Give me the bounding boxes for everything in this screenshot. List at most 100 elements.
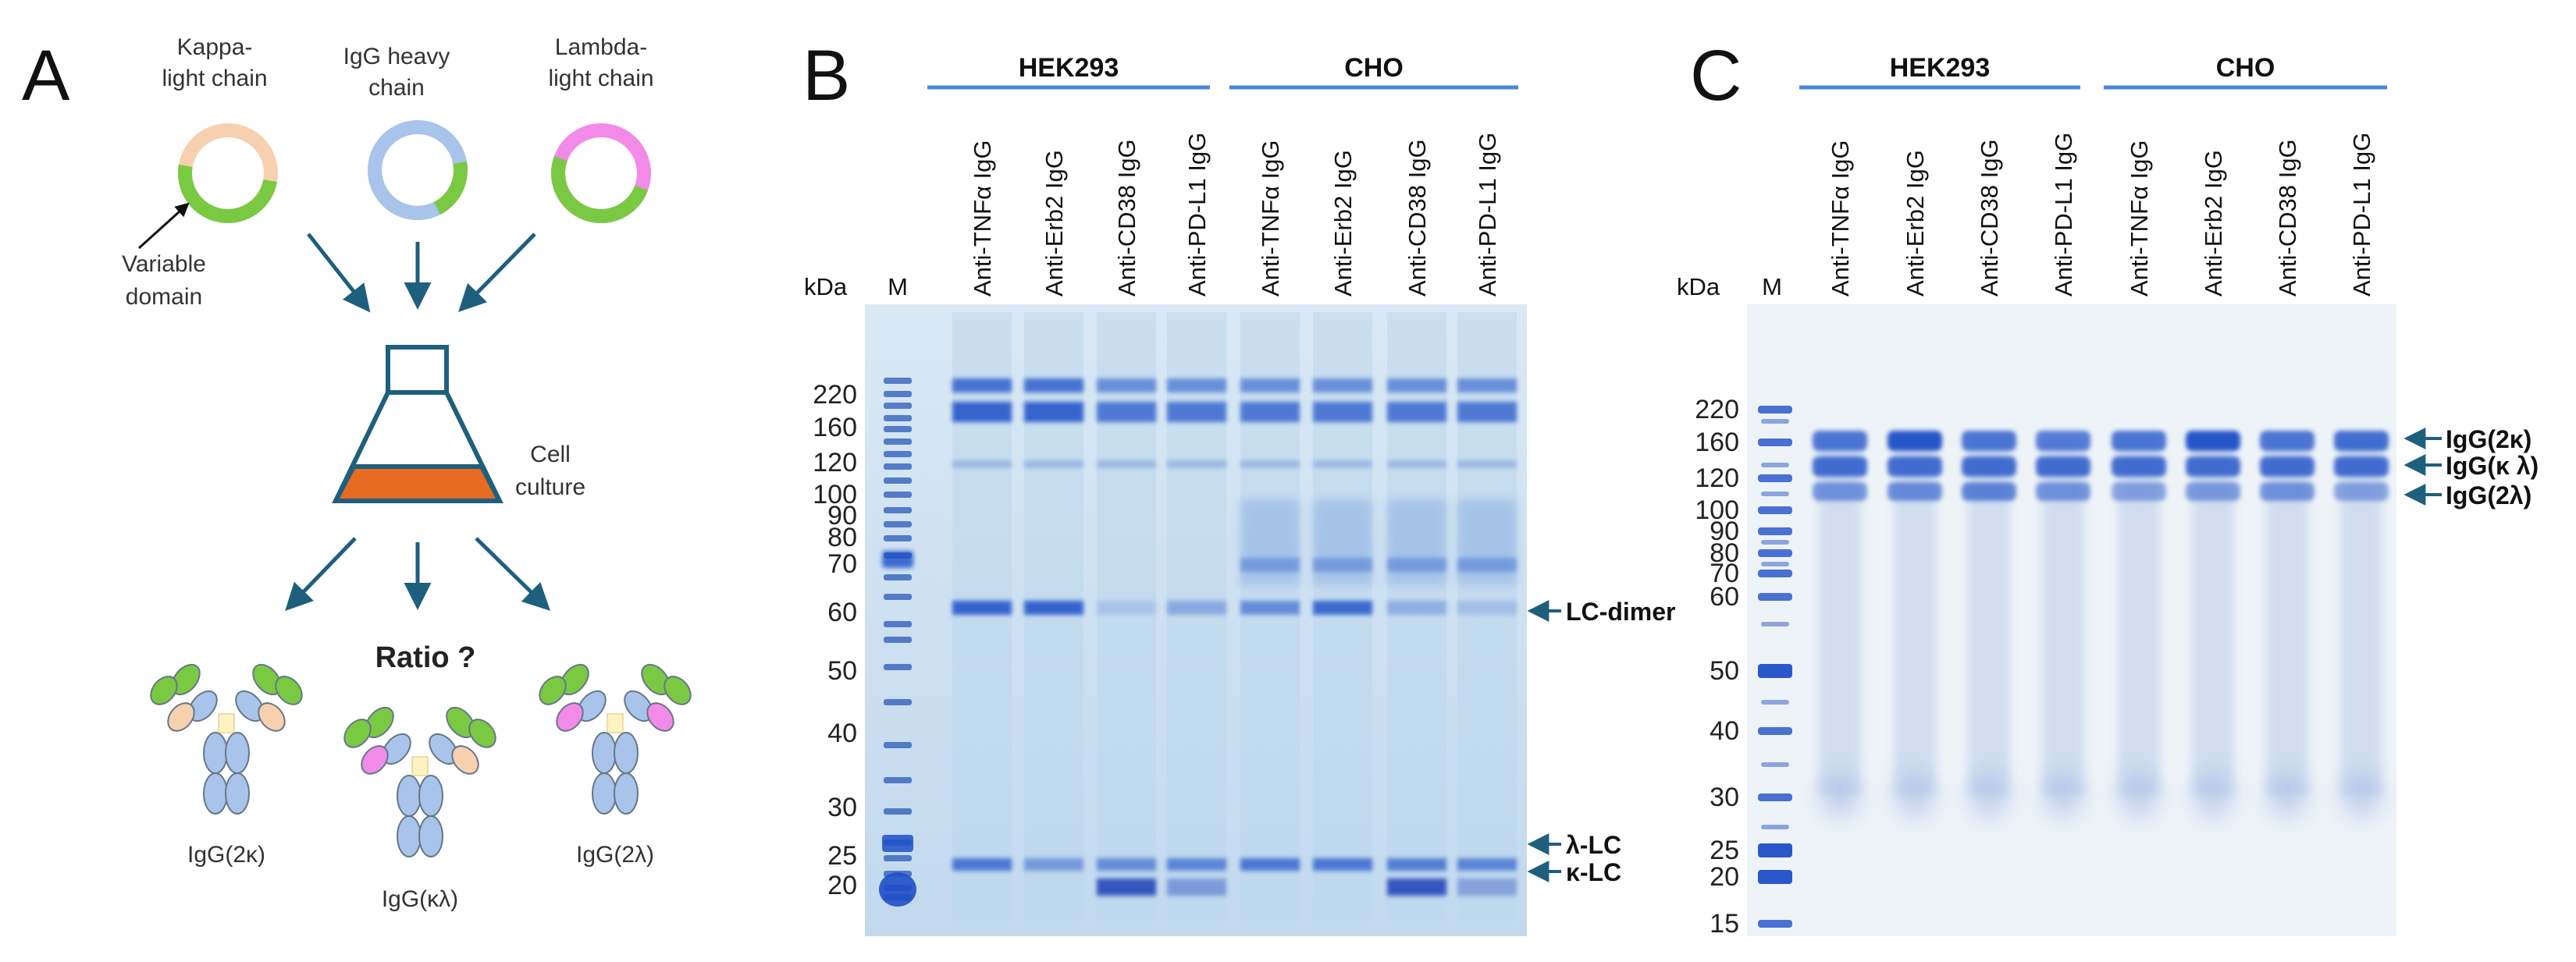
annotation-label: λ-LC (1566, 831, 1621, 859)
ladder-band (884, 463, 912, 470)
ladder-band (1758, 843, 1792, 857)
marker-label: 60 (827, 598, 857, 627)
marker-lane-label: M (888, 273, 908, 300)
band-igg-2k (2334, 431, 2389, 451)
band-lambda-lc (1097, 858, 1156, 871)
ladder-band (884, 664, 912, 670)
fc-domain (592, 732, 617, 774)
marker-label: 90 (1710, 516, 1739, 546)
band-igg-2k (2260, 431, 2314, 451)
marker-label: 20 (1710, 862, 1739, 892)
igg-2lambda-antibody-icon (539, 663, 692, 815)
ladder-band (884, 378, 912, 384)
marker-label: 40 (1710, 716, 1739, 746)
marker-label: 40 (827, 719, 857, 748)
annotation-label: IgG(κ λ) (2446, 452, 2539, 480)
ladder-band (1761, 540, 1789, 545)
arrow-to-igg-2l (475, 537, 551, 611)
igg-kappa-lambda-antibody-icon (343, 706, 496, 857)
fc-domain (614, 732, 639, 774)
band-igg-kl (2112, 456, 2166, 477)
lc-smear (2341, 772, 2382, 819)
band-75 (1457, 558, 1517, 572)
product-label-kl: IgG(κλ) (382, 886, 458, 912)
cell-culture-line2: culture (515, 474, 585, 500)
light-constant-domain (361, 745, 389, 775)
band-lc-dimer (1457, 601, 1517, 615)
lane-label: Anti-TNFα IgG (1257, 140, 1284, 296)
smear-cho (1240, 499, 1300, 585)
lambda-plasmid-label-line1: Lambda- (555, 34, 647, 60)
band-120 (1024, 460, 1083, 468)
cell-culture-line1: Cell (530, 442, 571, 467)
lane-label: Anti-PD-L1 IgG (2050, 133, 2077, 296)
band-igg-2l (1888, 482, 1942, 501)
ladder-band (1758, 593, 1792, 601)
band-igg-2k (1888, 431, 1942, 451)
lane-label: Anti-PD-L1 IgG (1183, 133, 1211, 296)
band-220 (1024, 378, 1083, 392)
variable-domain-arrow (137, 202, 190, 250)
ladder-band (884, 594, 912, 600)
annotation-label: κ-LC (1566, 858, 1621, 886)
marker-label: 220 (813, 380, 857, 410)
light-variable-domain (343, 719, 372, 748)
ladder-band (1758, 438, 1792, 446)
band-kappa-lc (1457, 879, 1517, 896)
lane-label: Anti-CD38 IgG (1404, 139, 1431, 296)
product-label-2l: IgG(2λ) (576, 842, 654, 868)
band-igg-2k (2036, 431, 2090, 451)
marker-label: 100 (1695, 495, 1739, 525)
igg-2kappa-antibody-icon (150, 663, 303, 815)
marker-label: 15 (1710, 909, 1739, 939)
ladder-band (884, 451, 912, 457)
ladder-band (1758, 506, 1792, 514)
band-lc-dimer (1167, 601, 1226, 615)
band-lambda-lc (1313, 858, 1372, 871)
band-lambda-lc (1240, 858, 1300, 871)
lc-smear (1895, 772, 1935, 819)
annotation-label: IgG(2κ) (2446, 425, 2532, 453)
band-160 (1387, 402, 1446, 422)
kappa-plasmid-label-line1: Kappa- (177, 34, 253, 60)
panel-b: B HEK293 CHO Anti-TNFα IgG Anti-Erb2 IgG Ant… (802, 36, 1675, 936)
lane-label: Anti-Erb2 IgG (1041, 150, 1068, 296)
band-160 (1240, 402, 1300, 422)
marker-label: 80 (827, 523, 857, 552)
variable-domain-line2: domain (126, 284, 202, 310)
lane-label: Anti-TNFα IgG (969, 140, 996, 296)
band-220 (1457, 378, 1517, 392)
band-igg-kl (1888, 456, 1942, 477)
ladder-band (1758, 664, 1792, 678)
band-igg-kl (2186, 456, 2240, 477)
light-constant-domain (258, 702, 286, 732)
lane-label: Anti-TNFα IgG (1827, 140, 1854, 296)
band-120 (1240, 460, 1300, 468)
marker-label: 30 (827, 793, 857, 822)
group-label: HEK293 (1019, 53, 1119, 83)
ladder-band (884, 507, 912, 513)
product-label-2k: IgG(2κ) (187, 842, 265, 868)
flask-icon (332, 345, 503, 503)
marker-label: 120 (813, 448, 857, 477)
panel-c-header: HEK293 CHO Anti-TNFα IgG Anti-Erb2 IgG Anti-… (1799, 53, 2387, 296)
band-160 (1167, 402, 1226, 422)
band-220 (952, 378, 1012, 392)
band-igg-2l (1962, 482, 2016, 501)
ladder-band (884, 699, 912, 705)
hinge (607, 713, 624, 733)
band-lambda-lc (1024, 858, 1083, 871)
ladder-band (884, 477, 912, 484)
ladder-band (1758, 570, 1792, 577)
ladder-band (1761, 700, 1789, 705)
marker-lane-label: M (1762, 273, 1782, 300)
ladder-band (1758, 870, 1792, 884)
light-constant-domain (556, 702, 584, 732)
arrow-to-igg-2k (285, 537, 357, 612)
ladder-band (884, 742, 912, 748)
band-220 (1167, 378, 1226, 392)
ladder-band (1761, 419, 1789, 424)
light-variable-domain (275, 676, 303, 705)
